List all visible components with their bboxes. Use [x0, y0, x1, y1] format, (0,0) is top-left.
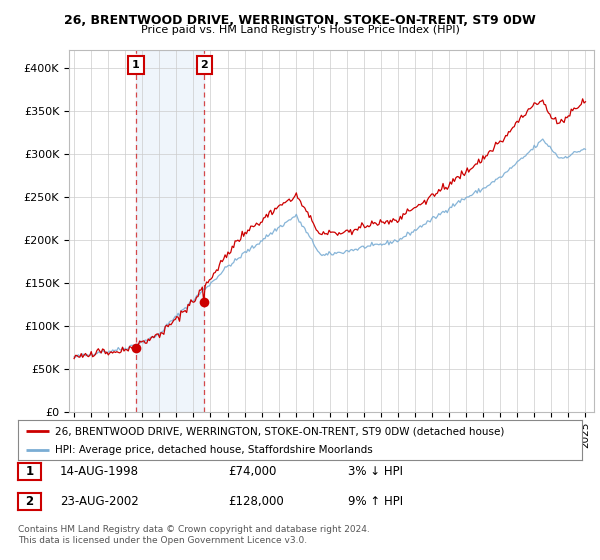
Text: 2: 2	[200, 60, 208, 70]
Text: £128,000: £128,000	[228, 494, 284, 508]
Text: HPI: Average price, detached house, Staffordshire Moorlands: HPI: Average price, detached house, Staf…	[55, 445, 373, 455]
Text: 26, BRENTWOOD DRIVE, WERRINGTON, STOKE-ON-TRENT, ST9 0DW: 26, BRENTWOOD DRIVE, WERRINGTON, STOKE-O…	[64, 14, 536, 27]
Text: £74,000: £74,000	[228, 465, 277, 478]
Text: 23-AUG-2002: 23-AUG-2002	[60, 494, 139, 508]
Text: 26, BRENTWOOD DRIVE, WERRINGTON, STOKE-ON-TRENT, ST9 0DW (detached house): 26, BRENTWOOD DRIVE, WERRINGTON, STOKE-O…	[55, 426, 504, 436]
Text: 9% ↑ HPI: 9% ↑ HPI	[348, 494, 403, 508]
Text: 14-AUG-1998: 14-AUG-1998	[60, 465, 139, 478]
Text: 3% ↓ HPI: 3% ↓ HPI	[348, 465, 403, 478]
Text: Contains HM Land Registry data © Crown copyright and database right 2024.
This d: Contains HM Land Registry data © Crown c…	[18, 525, 370, 545]
Text: Price paid vs. HM Land Registry's House Price Index (HPI): Price paid vs. HM Land Registry's House …	[140, 25, 460, 35]
Text: 1: 1	[25, 465, 34, 478]
Text: 2: 2	[25, 494, 34, 508]
Text: 1: 1	[132, 60, 140, 70]
Bar	[136, 50, 205, 412]
